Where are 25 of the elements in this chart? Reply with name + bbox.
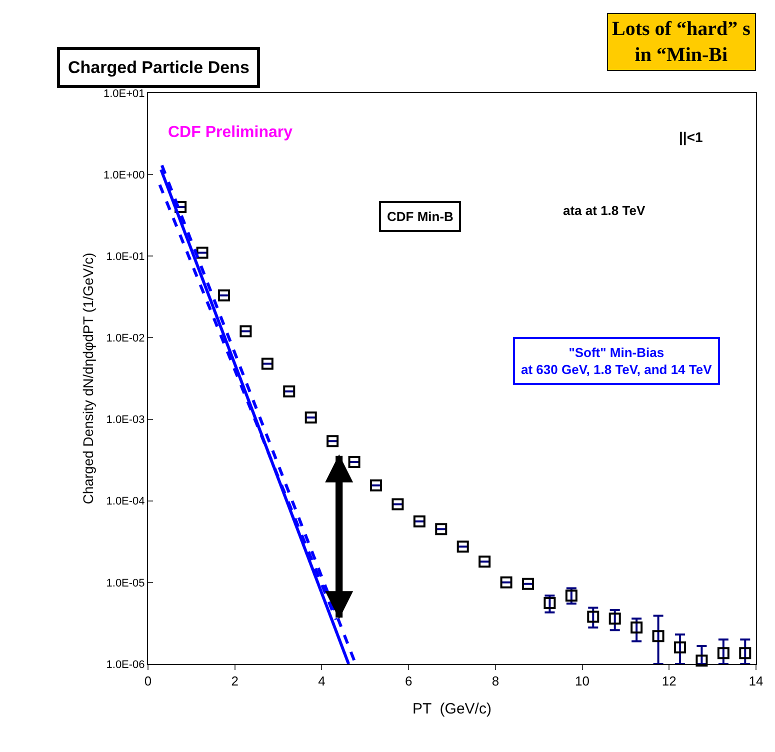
- chart-title: Charged Particle Dens: [68, 58, 250, 77]
- x-tick-label: 0: [144, 674, 152, 689]
- y-tick-label: 1.0E-06: [106, 658, 145, 671]
- x-tick-label: 4: [318, 674, 326, 689]
- y-tick-label: 1.0E-04: [106, 496, 145, 508]
- y-tick-label: 1.0E+00: [104, 169, 145, 182]
- annotation: ||<1: [679, 129, 704, 146]
- x-tick-label: 14: [748, 674, 764, 689]
- annotation: "Soft" Min-Bias at 630 GeV, 1.8 TeV, and 14 TeV: [521, 345, 712, 377]
- annotation: CDF Min-B: [387, 209, 454, 224]
- y-axis-title: Charged Density dN/dηdφdPT (1/GeV/c): [80, 252, 96, 504]
- annotation: ata at 1.8 TeV: [563, 203, 646, 218]
- x-tick-label: 8: [492, 674, 500, 689]
- y-tick-label: 1.0E+01: [104, 88, 145, 100]
- x-axis-title: PT (GeV/c): [412, 700, 492, 718]
- annotation: CDF Preliminary: [168, 124, 293, 141]
- y-tick-label: 1.0E-01: [106, 250, 145, 263]
- x-tick-label: 6: [404, 674, 412, 689]
- x-tick-label: 2: [231, 674, 238, 689]
- x-tick-label: 12: [662, 674, 676, 689]
- text: Lots of “hard” s in “Min-Bi: [612, 18, 751, 66]
- x-tick-label: 10: [575, 674, 590, 689]
- y-tick-label: 1.0E-02: [106, 332, 145, 345]
- y-tick-label: 1.0E-05: [106, 577, 145, 590]
- y-tick-label: 1.0E-03: [106, 414, 145, 426]
